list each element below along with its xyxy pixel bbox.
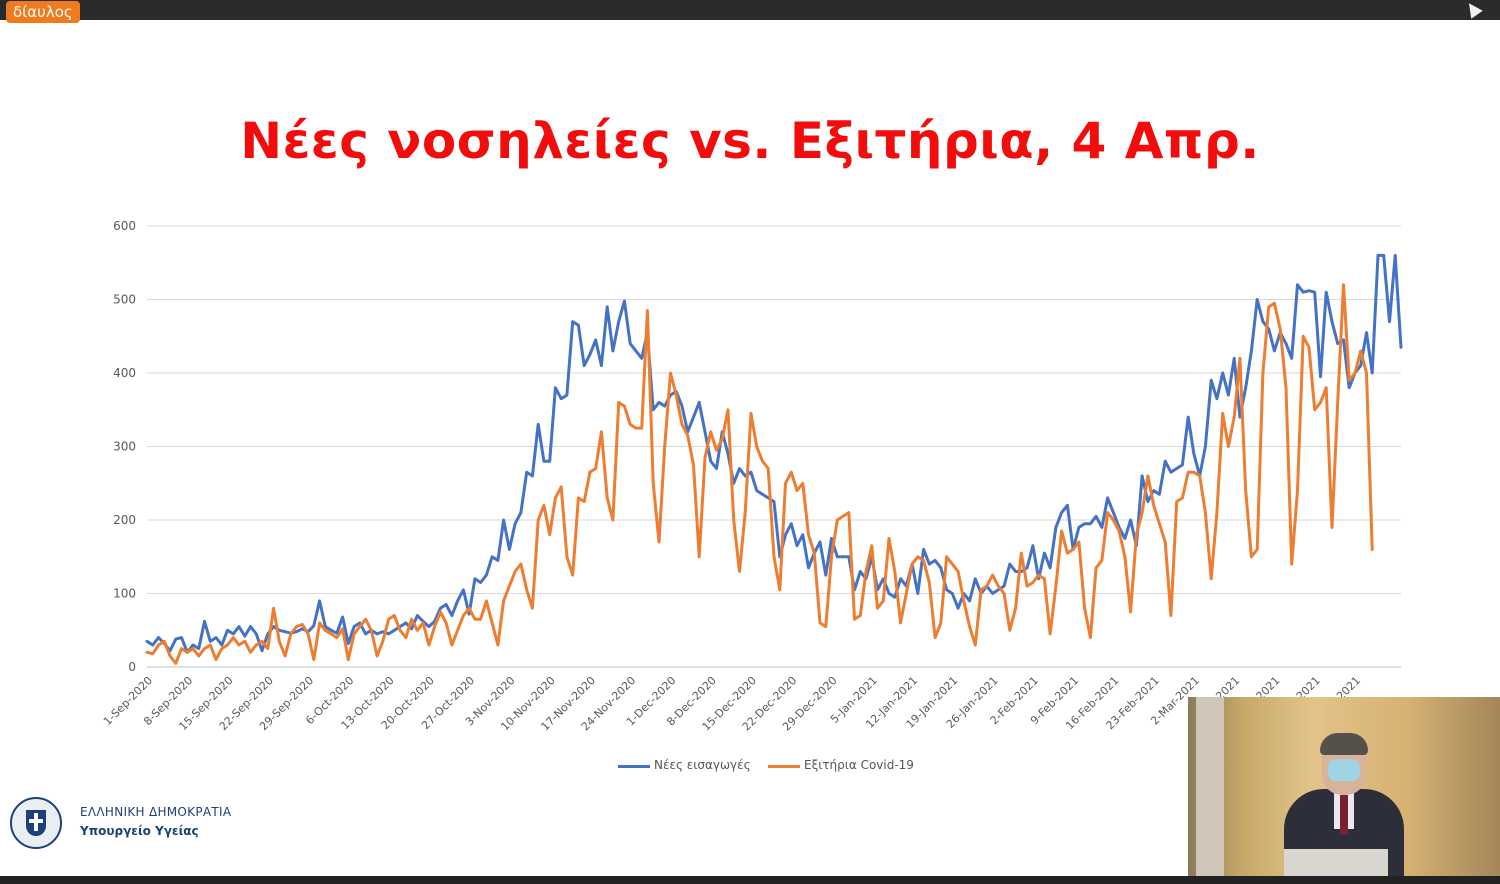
chart-gridlines bbox=[147, 225, 1401, 668]
y-axis: 0 100 200 300 400 500 600 bbox=[113, 219, 136, 674]
speaker-video-inset bbox=[1188, 697, 1500, 876]
y-tick-label: 100 bbox=[113, 587, 136, 601]
video-bottom-bar bbox=[0, 876, 1500, 884]
legend-label-discharges: Εξιτήρια Covid-19 bbox=[804, 758, 914, 772]
ministry-name: Υπουργείο Υγείας bbox=[80, 824, 199, 838]
y-tick-label: 600 bbox=[113, 219, 136, 233]
chart-series bbox=[145, 253, 1403, 665]
video-top-bar bbox=[0, 0, 1500, 20]
y-tick-label: 300 bbox=[113, 440, 136, 454]
speaker-figure bbox=[1284, 733, 1404, 876]
y-tick-label: 0 bbox=[128, 660, 136, 674]
y-tick-label: 200 bbox=[113, 513, 136, 527]
podium bbox=[1284, 849, 1388, 876]
channel-logo: δίαυλος bbox=[6, 1, 80, 23]
legend-swatch-admissions bbox=[618, 765, 650, 768]
slide-title: Νέες νοσηλείες vs. Εξιτήρια, 4 Απρ. bbox=[240, 112, 1260, 170]
y-tick-label: 400 bbox=[113, 366, 136, 380]
y-tick-label: 500 bbox=[113, 293, 136, 307]
org-name: ΕΛΛΗΝΙΚΗ ΔΗΜΟΚΡΑΤΙΑ bbox=[80, 805, 232, 819]
greek-coat-of-arms-icon bbox=[10, 797, 62, 849]
series-line-discharges bbox=[145, 283, 1374, 665]
x-axis: 1-Sep-20208-Sep-202015-Sep-202022-Sep-20… bbox=[101, 674, 1363, 734]
series-line-admissions bbox=[145, 253, 1403, 654]
legend-swatch-discharges bbox=[768, 765, 800, 768]
legend-label-admissions: Νέες εισαγωγές bbox=[654, 758, 751, 772]
